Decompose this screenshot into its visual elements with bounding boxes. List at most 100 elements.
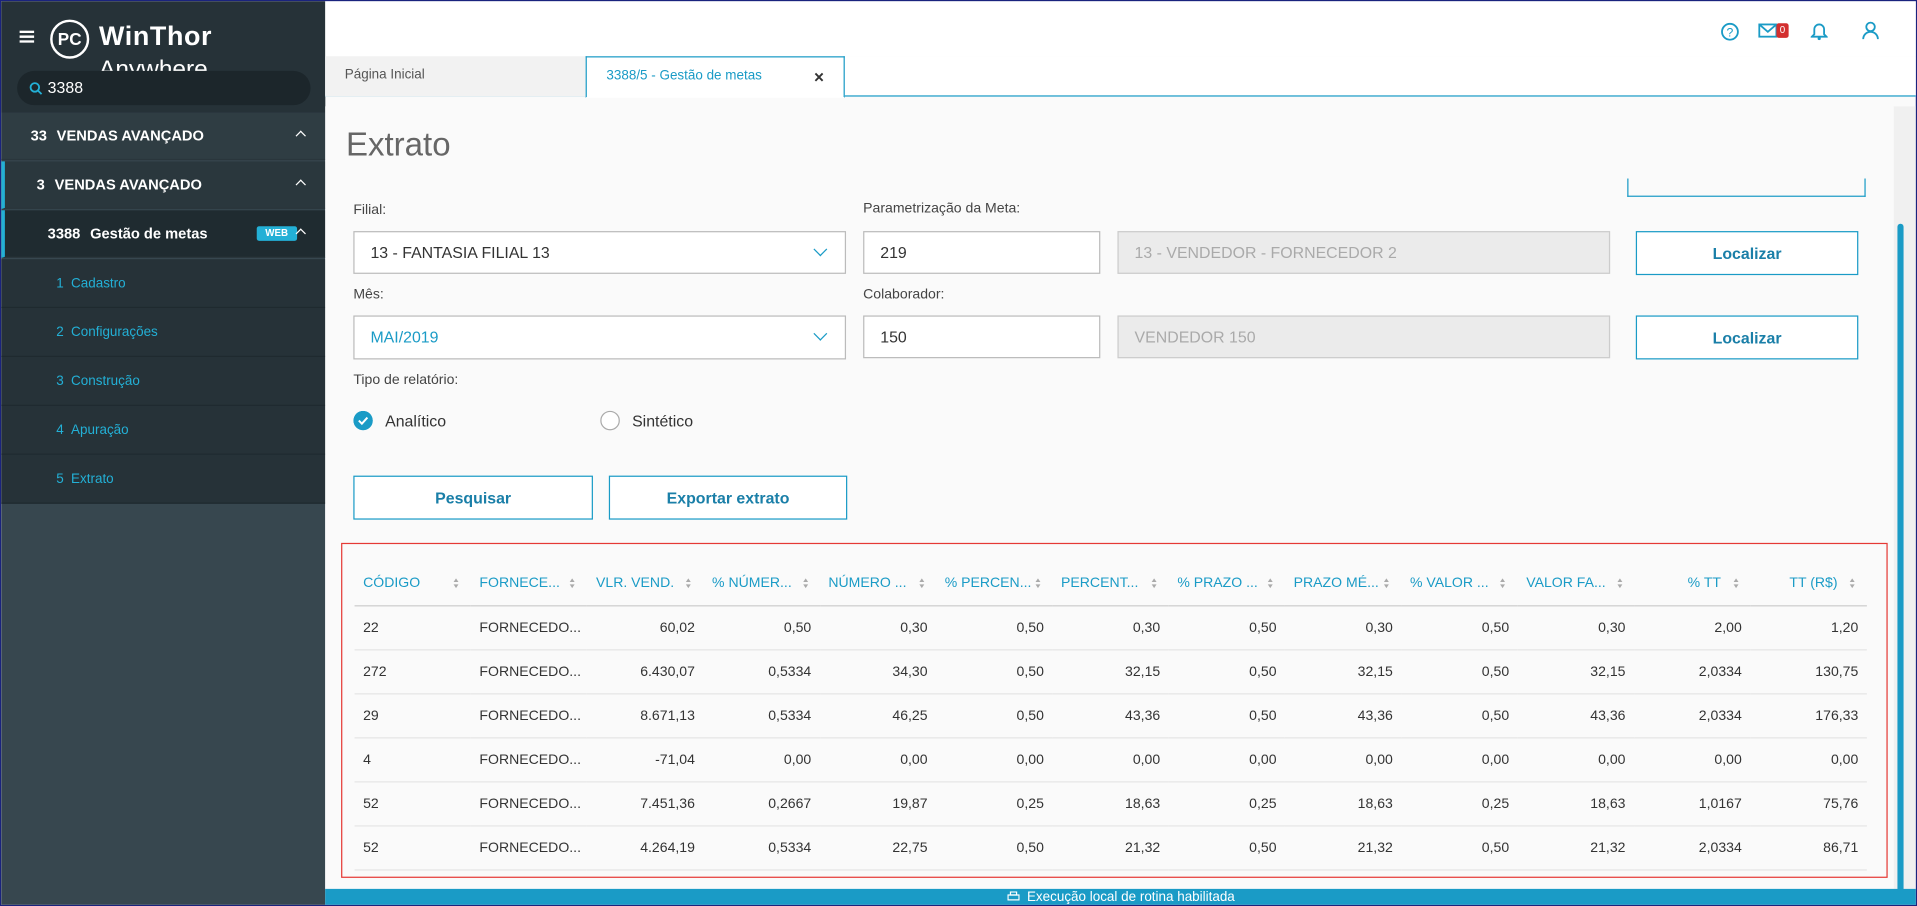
- tab-active[interactable]: 3388/5 - Gestão de metas ×: [585, 56, 845, 98]
- nav-subitem[interactable]: 3 Construção: [1, 357, 326, 406]
- table-row[interactable]: 52 FORNECEDO... 7.451,36 0,2667 19,87 0,25 18,…: [354, 781, 1867, 827]
- table-frame: CÓDIGO FORNECE... VLR. VEND. % NÚMER... NÚME…: [341, 542, 1888, 878]
- field-label: Filial:: [353, 202, 387, 218]
- table-cell: 0,50: [1401, 649, 1518, 695]
- table-row[interactable]: 22 FORNECEDO... 60,02 0,50 0,30 0,50 0,30 0,50 0…: [354, 605, 1867, 651]
- header-text: FORNECE...: [479, 575, 560, 590]
- nav-item[interactable]: 33 VENDAS AVANÇADO: [1, 112, 326, 161]
- sort-icon: [919, 584, 924, 589]
- radio-option[interactable]: Sintético: [600, 410, 694, 433]
- header-text: VLR. VEND.: [596, 575, 675, 590]
- logo: PC: [50, 19, 90, 59]
- table-cell: 0,00: [1517, 737, 1635, 783]
- scroll-thumb[interactable]: [1897, 223, 1904, 903]
- scrollbar[interactable]: [1893, 106, 1916, 903]
- sort-icon: [1500, 578, 1506, 582]
- table-cell: FORNECEDO...: [470, 737, 588, 783]
- table-cell: 0,00: [936, 737, 1053, 783]
- column-header[interactable]: FORNECE...: [470, 559, 588, 607]
- pesquisar-button[interactable]: Pesquisar: [353, 475, 593, 520]
- extract-table: CÓDIGO FORNECE... VLR. VEND. % NÚMER... NÚME…: [354, 559, 1867, 871]
- column-header[interactable]: % NÚMER...: [703, 559, 820, 607]
- bell-icon[interactable]: [1810, 21, 1828, 41]
- radio-unchecked: [600, 410, 620, 431]
- column-header[interactable]: PRAZO MÉ...: [1285, 559, 1402, 607]
- column-header[interactable]: VLR. VEND.: [587, 559, 704, 607]
- table-cell: 2,0334: [1634, 825, 1751, 871]
- tab[interactable]: Página Inicial: [325, 56, 586, 97]
- table-cell: 0,50: [936, 605, 1053, 651]
- cut-off-field: [1627, 178, 1866, 197]
- select-mes[interactable]: MAI/2019: [353, 315, 847, 360]
- radio-checked: [353, 410, 373, 431]
- table-row[interactable]: 52 FORNECEDO... 4.264,19 0,5334 22,75 0,50 21,…: [354, 825, 1867, 871]
- radio-option[interactable]: Analítico: [353, 410, 446, 433]
- svg-text:?: ?: [1727, 26, 1734, 40]
- sort-icon: [570, 578, 575, 582]
- table-cell: 4.264,19: [587, 825, 704, 871]
- sort-icon: [1384, 578, 1390, 582]
- localizar-button[interactable]: Localizar: [1635, 231, 1859, 276]
- table-cell: FORNECEDO...: [470, 649, 588, 695]
- table-cell: 18,63: [1517, 781, 1635, 827]
- table-cell: 8.671,13: [587, 693, 704, 739]
- input-meta[interactable]: 219: [863, 231, 1101, 274]
- sort-icon: [570, 584, 575, 589]
- table-cell: 0,5334: [703, 649, 820, 695]
- column-header[interactable]: % PERCEN...: [936, 559, 1053, 607]
- table-row[interactable]: 4 FORNECEDO... -71,04 0,00 0,00 0,00 0,00 0,00 0…: [354, 737, 1867, 783]
- table-row[interactable]: 272 FORNECEDO... 6.430,07 0,5334 34,30 0,50 32…: [354, 649, 1867, 695]
- tab-close[interactable]: ×: [814, 67, 825, 87]
- nav-subitem[interactable]: 1 Cadastro: [1, 259, 326, 309]
- table-cell: 130,75: [1750, 649, 1867, 695]
- table-cell: 4: [354, 737, 471, 783]
- nav-subitem[interactable]: 4 Apuração: [1, 405, 326, 455]
- column-header[interactable]: % PRAZO ...: [1168, 559, 1286, 607]
- column-header[interactable]: % TT: [1634, 559, 1751, 607]
- nav-label: Extrato: [71, 471, 114, 487]
- sort-icon: [1733, 584, 1739, 589]
- table-cell: 32,15: [1052, 649, 1169, 695]
- column-header[interactable]: % VALOR ...: [1401, 559, 1518, 607]
- table-cell: 6.430,07: [587, 649, 704, 695]
- table-cell: 0,50: [1168, 693, 1286, 739]
- sort-icon: [1616, 578, 1622, 582]
- table-cell: 0,00: [1634, 737, 1751, 783]
- nav-subitem[interactable]: 5 Extrato: [1, 454, 326, 504]
- user-icon[interactable]: [1862, 21, 1879, 41]
- chevron: [295, 179, 306, 190]
- sidebar-header: PC WinThor Anywhere 3388: [1, 1, 326, 113]
- menu-icon[interactable]: [19, 30, 35, 43]
- table-cell: 0,5334: [703, 825, 820, 871]
- header-text: PRAZO MÉ...: [1293, 575, 1379, 590]
- export-button[interactable]: Exportar extrato: [608, 475, 848, 520]
- search-icon: [29, 82, 43, 95]
- column-header[interactable]: TT (R$): [1750, 559, 1867, 607]
- field-label: Mês:: [353, 287, 384, 302]
- nav-code: 5: [56, 471, 64, 487]
- header-text: % PERCEN...: [944, 575, 1032, 590]
- nav-item[interactable]: 3388 Gestão de metas WEB: [1, 210, 326, 258]
- localizar-button[interactable]: Localizar: [1635, 315, 1859, 360]
- header-text: NÚMERO ...: [828, 575, 907, 590]
- nav-item[interactable]: 3 VENDAS AVANÇADO: [1, 161, 326, 210]
- table-cell: 0,25: [1401, 781, 1518, 827]
- nav-code: 4: [56, 423, 64, 438]
- radio-label: Sintético: [632, 412, 694, 431]
- table-row[interactable]: 29 FORNECEDO... 8.671,13 0,5334 46,25 0,50 43,…: [354, 693, 1867, 739]
- sort-icon: [686, 584, 692, 589]
- nav-label: VENDAS AVANÇADO: [56, 127, 204, 145]
- column-header[interactable]: CÓDIGO: [354, 559, 471, 607]
- table-cell: 2,0334: [1634, 649, 1751, 695]
- column-header[interactable]: VALOR FA...: [1517, 559, 1635, 607]
- mail-icon[interactable]: [1758, 23, 1778, 38]
- column-header[interactable]: PERCENT...: [1052, 559, 1169, 607]
- help-icon[interactable]: ?: [1720, 22, 1740, 42]
- search-box[interactable]: 3388: [17, 70, 311, 106]
- select-filial[interactable]: 13 - FANTASIA FILIAL 13: [353, 231, 847, 274]
- input-colaborador[interactable]: 150: [863, 315, 1101, 359]
- nav-subitem[interactable]: 2 Configurações: [1, 308, 326, 358]
- table-cell: 22: [354, 605, 471, 651]
- sort-icon: [802, 584, 808, 589]
- column-header[interactable]: NÚMERO ...: [819, 559, 937, 607]
